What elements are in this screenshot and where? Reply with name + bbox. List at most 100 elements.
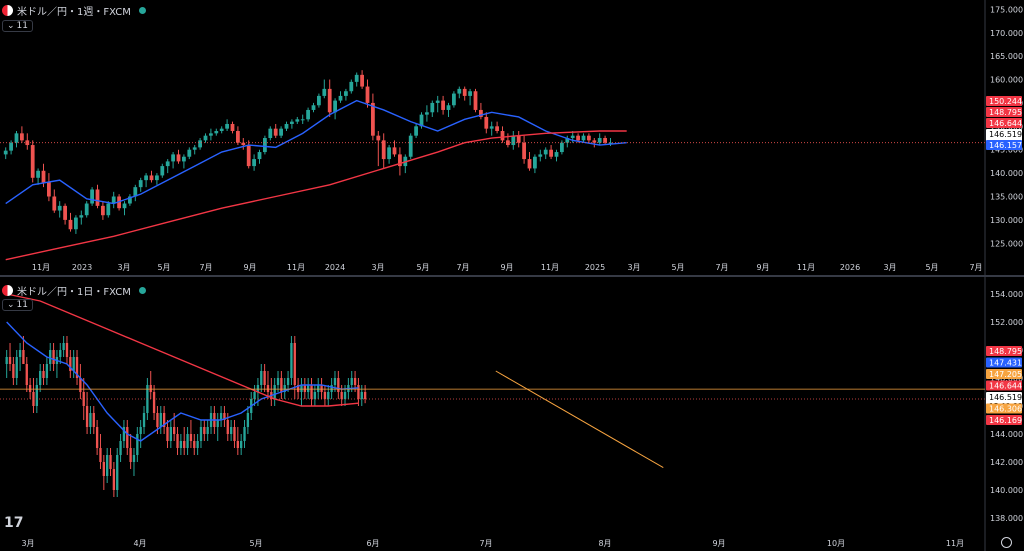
candle-body bbox=[360, 392, 363, 399]
candle-body bbox=[171, 154, 175, 162]
candle-body bbox=[387, 147, 391, 160]
price-label-box bbox=[986, 403, 1022, 414]
price-label: 148.795 bbox=[989, 347, 1022, 356]
x-tick-label: 11月 bbox=[797, 263, 815, 272]
x-tick-label: 2023 bbox=[72, 263, 92, 272]
price-label: 146.169 bbox=[989, 416, 1022, 425]
candle-body bbox=[139, 427, 142, 434]
candle-body bbox=[484, 116, 489, 129]
candle-body bbox=[253, 392, 256, 399]
interval-badge-weekly[interactable]: ⌄ 11 bbox=[2, 20, 33, 32]
candle-body bbox=[468, 91, 472, 96]
x-tick-label: 3月 bbox=[627, 263, 640, 272]
candle-body bbox=[276, 378, 280, 385]
interval-badge-daily[interactable]: ⌄ 11 bbox=[2, 299, 33, 311]
candle-body bbox=[260, 371, 263, 385]
moving-average-line bbox=[6, 293, 359, 407]
candle-body bbox=[193, 441, 196, 448]
candle-body bbox=[106, 455, 109, 476]
candle-body bbox=[263, 371, 266, 385]
candle-body bbox=[18, 350, 22, 357]
candle-body bbox=[241, 142, 246, 146]
candle-body bbox=[162, 413, 166, 427]
candle-body bbox=[296, 385, 300, 392]
price-label: 146.519 bbox=[989, 393, 1022, 402]
candle-body bbox=[408, 135, 413, 157]
candle-body bbox=[225, 123, 229, 129]
trendline bbox=[495, 370, 664, 469]
x-tick-label: 3月 bbox=[883, 263, 896, 272]
candle-body bbox=[52, 196, 57, 211]
candle-body bbox=[353, 378, 357, 385]
candle-body bbox=[452, 93, 456, 106]
moving-average-line bbox=[5, 130, 627, 261]
candle-body bbox=[126, 427, 129, 448]
candle-body bbox=[279, 128, 283, 136]
candle-body bbox=[25, 364, 28, 385]
candle-body bbox=[128, 196, 132, 204]
price-label-box bbox=[986, 140, 1022, 150]
candle-body bbox=[209, 133, 213, 136]
x-tick-label: 5月 bbox=[671, 263, 684, 272]
candle-body bbox=[554, 152, 559, 157]
candle-body bbox=[243, 427, 246, 441]
candle-body bbox=[199, 427, 203, 441]
candle-body bbox=[63, 205, 67, 220]
candle-body bbox=[22, 350, 25, 364]
candle-body bbox=[229, 427, 233, 434]
candle-body bbox=[286, 378, 290, 385]
candle-body bbox=[233, 427, 236, 441]
pane-header-daily: 米ドル／円・1日・FXCM bbox=[2, 283, 146, 298]
price-label: 150.244 bbox=[989, 97, 1022, 106]
daily-pane: 138.000140.000142.000144.000146.000148.0… bbox=[0, 290, 1023, 548]
candle-body bbox=[576, 135, 580, 141]
y-tick-label: 142.000 bbox=[990, 458, 1023, 467]
candle-body bbox=[160, 166, 165, 176]
candle-body bbox=[268, 128, 273, 139]
candle-body bbox=[425, 112, 429, 115]
pane-header-weekly: 米ドル／円・1週・FXCM bbox=[2, 3, 146, 18]
candle-body bbox=[176, 434, 179, 448]
symbol-label[interactable]: 米ドル／円・1週・FXCM bbox=[17, 7, 131, 18]
candle-body bbox=[376, 135, 381, 141]
candle-body bbox=[446, 105, 451, 110]
candle-body bbox=[155, 175, 159, 181]
candle-body bbox=[9, 142, 13, 151]
candle-body bbox=[430, 102, 435, 113]
y-tick-label: 154.000 bbox=[990, 290, 1023, 299]
candle-body bbox=[603, 138, 607, 143]
candle-body bbox=[3, 150, 8, 155]
candle-body bbox=[5, 357, 8, 364]
candle-body bbox=[290, 121, 294, 124]
candle-body bbox=[12, 364, 15, 378]
tradingview-logo[interactable]: 17 bbox=[4, 515, 24, 531]
price-label: 146.157 bbox=[989, 141, 1022, 150]
candle-body bbox=[68, 219, 73, 230]
symbol-label[interactable]: 米ドル／円・1日・FXCM bbox=[17, 287, 131, 298]
candle-body bbox=[74, 217, 78, 230]
candle-body bbox=[371, 102, 375, 136]
candle-body bbox=[333, 100, 337, 113]
candle-body bbox=[99, 448, 102, 462]
candle-body bbox=[92, 413, 95, 427]
gear-icon[interactable] bbox=[1001, 537, 1012, 548]
candle-body bbox=[187, 149, 192, 157]
candle-body bbox=[527, 159, 532, 169]
x-tick-label: 5月 bbox=[157, 263, 170, 272]
interval-value: 11 bbox=[16, 300, 28, 310]
x-tick-label: 6月 bbox=[366, 539, 379, 548]
candle-body bbox=[79, 378, 82, 392]
candle-body bbox=[198, 140, 202, 148]
y-tick-label: 140.000 bbox=[990, 169, 1023, 178]
candle-body bbox=[192, 147, 197, 150]
price-label-box bbox=[986, 118, 1022, 128]
candle-body bbox=[69, 357, 72, 371]
candle-body bbox=[119, 441, 122, 455]
candle-body bbox=[183, 441, 186, 448]
candle-body bbox=[252, 159, 256, 167]
candle-body bbox=[152, 392, 156, 413]
candle-body bbox=[89, 413, 92, 427]
x-tick-label: 7月 bbox=[715, 263, 728, 272]
candle-body bbox=[246, 413, 250, 427]
